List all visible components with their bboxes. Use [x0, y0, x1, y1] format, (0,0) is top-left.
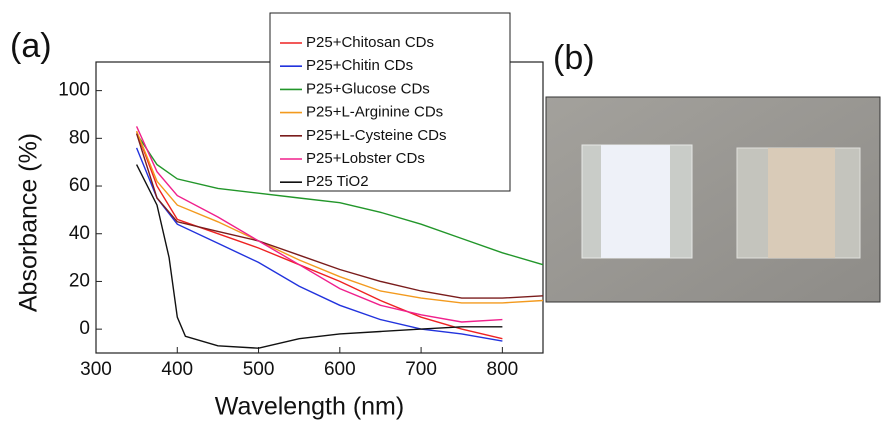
photo [545, 96, 881, 303]
plot: 300 400 500 600 700 800 0 20 40 60 80 100 Wavelength… [15, 12, 544, 421]
y-tick-label: 40 [69, 223, 90, 244]
y-axis-label: Absorbance (%) [15, 133, 43, 312]
data-line [135, 147, 503, 342]
y-tick-label: 20 [69, 270, 90, 291]
legend-label: P25+L-Arginine CDs [306, 104, 443, 121]
white-film [601, 145, 670, 258]
y-tick-label: 0 [79, 318, 90, 339]
x-tick-label: 400 [161, 359, 193, 380]
legend-label: P25+L-Cysteine CDs [306, 127, 446, 144]
x-axis-label: Wavelength (nm) [215, 393, 404, 421]
legend-label: P25 TiO2 [306, 173, 369, 190]
x-tick-label: 800 [487, 359, 519, 380]
legend-label: P25+Glucose CDs [306, 80, 430, 97]
beige-film [768, 148, 835, 258]
y-tick-label: 80 [69, 127, 90, 148]
data-line [135, 126, 503, 323]
panel-label: (a) [10, 27, 52, 65]
legend-box [269, 12, 511, 192]
data-line [136, 133, 544, 266]
x-tick-label: 600 [324, 359, 356, 380]
panel-label: (b) [553, 39, 595, 77]
data-line [135, 130, 544, 304]
data-line [135, 133, 544, 299]
legend-label: P25+Lobster CDs [306, 150, 425, 167]
y-tick-label: 100 [58, 80, 90, 101]
legend-label: P25+Chitosan CDs [306, 34, 434, 51]
x-tick-label: 300 [80, 359, 112, 380]
legend-label: P25+Chitin CDs [306, 57, 413, 74]
y-tick-label: 60 [69, 175, 90, 196]
x-tick-label: 700 [405, 359, 437, 380]
data-line [135, 164, 503, 349]
x-tick-label: 500 [243, 359, 275, 380]
